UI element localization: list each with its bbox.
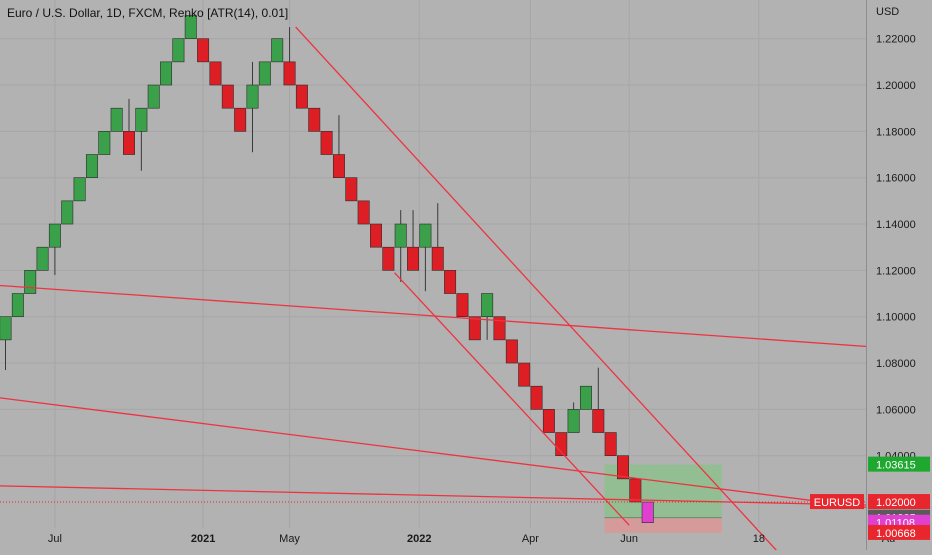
renko-brick xyxy=(542,409,555,433)
renko-brick xyxy=(61,200,74,225)
renko-brick xyxy=(234,107,247,132)
renko-brick xyxy=(579,385,592,410)
renko-brick xyxy=(295,84,308,109)
renko-brick xyxy=(617,455,629,480)
renko-brick xyxy=(0,316,12,341)
renko-brick xyxy=(258,61,271,86)
renko-brick xyxy=(567,409,580,433)
price-tag-value: 1.03615 xyxy=(876,460,916,472)
renko-brick xyxy=(11,293,24,318)
price-tag-value: 1.02000 xyxy=(876,497,916,509)
renko-brick xyxy=(456,293,469,318)
renko-brick xyxy=(110,107,123,132)
renko-bricks xyxy=(0,15,654,524)
price-tags: 1.03615EURUSD1.020001.013251.011081.0066… xyxy=(810,456,930,540)
renko-brick xyxy=(246,84,259,109)
price-tick-label: 1.20000 xyxy=(876,80,916,92)
renko-brick xyxy=(468,316,481,341)
trendlines xyxy=(0,26,889,555)
renko-brick xyxy=(394,223,407,248)
renko-brick xyxy=(505,339,518,364)
renko-brick xyxy=(629,478,642,503)
chart-title: Euro / U.S. Dollar, 1D, FXCM, Renko [ATR… xyxy=(7,6,289,20)
time-tick-label: Apr xyxy=(522,533,539,545)
trendline xyxy=(295,26,782,555)
renko-brick xyxy=(493,316,506,341)
renko-brick xyxy=(172,38,185,63)
renko-brick xyxy=(431,246,444,271)
renko-brick xyxy=(184,15,197,39)
renko-brick xyxy=(419,223,432,248)
price-tag-name: EURUSD xyxy=(814,497,861,509)
renko-brick xyxy=(320,131,333,155)
renko-brick xyxy=(604,432,617,457)
renko-brick xyxy=(85,154,98,178)
plot-background xyxy=(0,0,866,550)
renko-brick xyxy=(73,177,86,202)
renko-brick xyxy=(283,61,296,86)
renko-brick xyxy=(382,246,395,271)
time-tick-label: May xyxy=(279,533,300,545)
renko-brick xyxy=(197,38,210,63)
time-tick-label: Jul xyxy=(48,533,62,545)
renko-brick xyxy=(592,409,605,433)
currency-label: USD xyxy=(876,6,899,18)
price-tick-label: 1.18000 xyxy=(876,126,916,138)
renko-brick xyxy=(209,61,222,86)
price-tag-value: 1.00668 xyxy=(876,528,916,540)
renko-brick xyxy=(345,177,358,202)
renko-brick xyxy=(48,223,61,248)
time-tick-label: 2021 xyxy=(191,533,215,545)
renko-brick xyxy=(98,131,111,155)
renko-brick xyxy=(530,385,543,410)
renko-brick xyxy=(123,131,135,155)
price-tag-box xyxy=(868,494,930,510)
renko-brick xyxy=(135,107,148,132)
renko-brick xyxy=(160,61,173,86)
renko-brick xyxy=(147,84,160,109)
time-tick-label: 2022 xyxy=(407,533,431,545)
price-tick-label: 1.14000 xyxy=(876,219,916,231)
renko-brick xyxy=(24,270,37,294)
price-tick-label: 1.16000 xyxy=(876,173,916,185)
trendline xyxy=(0,397,889,511)
price-tag-name-box xyxy=(810,494,864,510)
renko-brick xyxy=(481,293,494,318)
trendline xyxy=(0,284,889,349)
time-tick-label: Jun xyxy=(620,533,638,545)
price-tag-box xyxy=(868,456,930,472)
trendline xyxy=(0,485,889,507)
renko-brick xyxy=(518,362,531,387)
price-tick-label: 1.12000 xyxy=(876,265,916,277)
price-tag-box xyxy=(868,524,930,540)
renko-brick xyxy=(332,154,345,178)
price-tick-label: 1.22000 xyxy=(876,34,916,46)
renko-brick xyxy=(36,246,49,271)
renko-brick xyxy=(444,270,457,294)
price-tick-label: 1.10000 xyxy=(876,312,916,324)
renko-brick xyxy=(308,107,321,132)
renko-brick xyxy=(271,38,284,63)
trade-loss-zone xyxy=(604,517,722,533)
price-tick-label: 1.06000 xyxy=(876,404,916,416)
price-axis-ticks: 1.22000 1.20000 1.18000 1.16000 1.14000 1.120… xyxy=(876,34,916,463)
price-tick-label: 1.08000 xyxy=(876,358,916,370)
renko-brick xyxy=(221,84,234,109)
time-tick-label: 18 xyxy=(753,533,765,545)
renko-brick xyxy=(357,200,370,225)
renko-brick xyxy=(370,223,382,248)
renko-brick xyxy=(555,432,568,457)
trendline xyxy=(394,272,630,526)
renko-brick xyxy=(407,246,420,271)
renko-brick xyxy=(641,501,654,524)
